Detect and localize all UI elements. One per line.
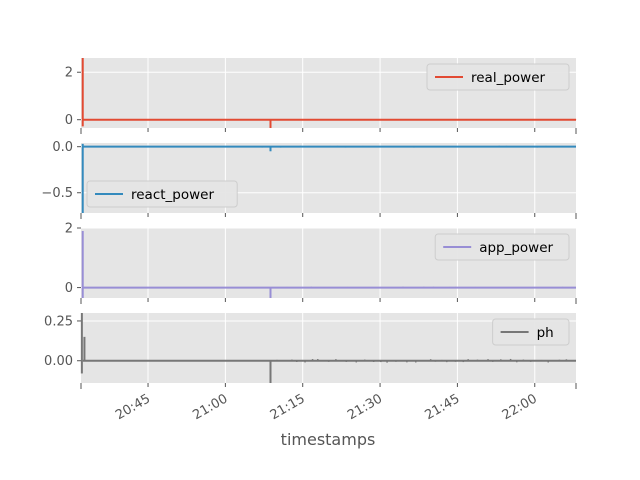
legend-app_power: app_power [434, 233, 570, 261]
legend-box [86, 180, 238, 208]
y-tick-label: 0 [65, 113, 73, 128]
y-tick-label: 0.0 [52, 140, 73, 155]
legend-label: app_power [479, 240, 553, 256]
y-tick-label: 0 [65, 281, 73, 296]
x-axis-label: timestamps [281, 430, 376, 449]
y-tick-label: 0.00 [44, 354, 73, 369]
legend-label: react_power [131, 187, 214, 203]
legend-box [426, 63, 570, 91]
legend-ph: ph [492, 318, 570, 346]
legend-label: ph [537, 325, 554, 341]
y-tick-label: −0.5 [41, 186, 73, 201]
panel-ph: 0.25 0.00 ph [44, 313, 577, 389]
legend-react_power: react_power [86, 180, 238, 208]
panel-app_power: 2 0 app_power [65, 222, 577, 304]
panel-react_power: 0.0 −0.5 react_power [41, 140, 577, 219]
legend-box [434, 233, 570, 261]
subplot-stack: 2 0 real_power 0.0 −0.5 react_power 2 0 app_powe… [41, 58, 577, 389]
panel-real_power: 2 0 real_power [65, 58, 577, 134]
y-tick-label: 2 [65, 222, 73, 237]
legend-box [492, 318, 570, 346]
y-tick-label: 2 [65, 66, 73, 81]
legend-real_power: real_power [426, 63, 570, 91]
legend-label: real_power [471, 70, 546, 86]
y-tick-label: 0.25 [44, 314, 73, 329]
